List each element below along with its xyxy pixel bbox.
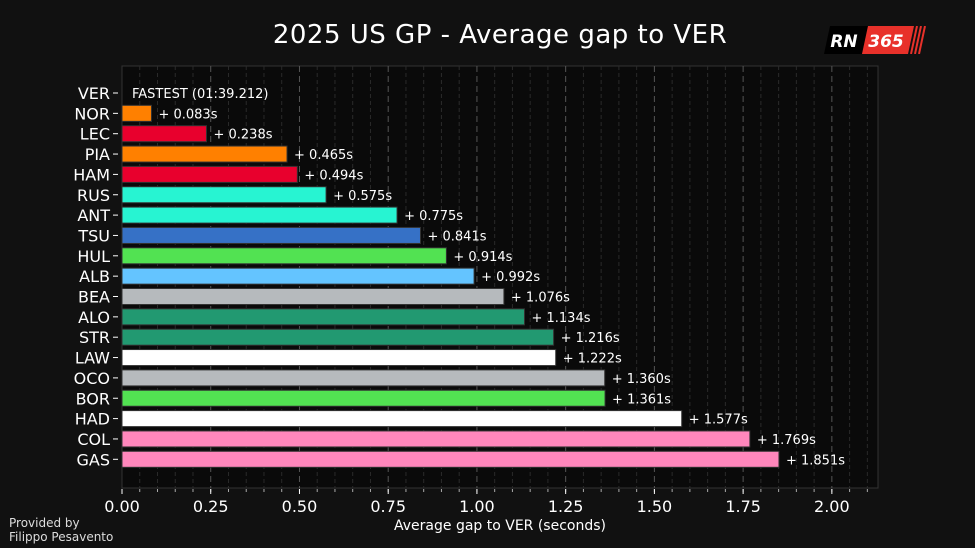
bar-hul: [122, 248, 446, 264]
bar-alb: [122, 268, 474, 284]
y-label-law: LAW: [75, 349, 110, 368]
bar-lec: [122, 126, 206, 142]
value-label-bea: + 1.076s: [511, 291, 570, 306]
x-tick-label: 1.25: [548, 497, 584, 516]
credit-line-1: Provided by: [9, 516, 113, 530]
credit-text: Provided by Filippo Pesavento: [9, 516, 113, 544]
y-label-ant: ANT: [77, 206, 110, 225]
bar-law: [122, 350, 556, 366]
bar-had: [122, 411, 682, 427]
bar-nor: [122, 105, 151, 121]
y-label-hul: HUL: [77, 247, 110, 266]
value-label-alo: + 1.134s: [531, 311, 590, 326]
y-label-ver: VER: [78, 84, 110, 103]
value-label-had: + 1.577s: [689, 413, 748, 428]
value-label-col: + 1.769s: [757, 433, 816, 448]
x-tick-label: 0.25: [193, 497, 229, 516]
bar-str: [122, 329, 554, 345]
value-label-oco: + 1.360s: [612, 372, 671, 387]
value-label-alb: + 0.992s: [481, 270, 540, 285]
bar-ham: [122, 166, 297, 182]
value-label-rus: + 0.575s: [333, 189, 392, 204]
y-label-nor: NOR: [74, 104, 110, 123]
y-label-tsu: TSU: [77, 226, 110, 245]
bar-oco: [122, 370, 605, 386]
value-label-bor: + 1.361s: [612, 392, 671, 407]
x-tick-label: 2.00: [814, 497, 850, 516]
x-axis-label: Average gap to VER (seconds): [394, 518, 606, 534]
value-label-ver: FASTEST (01:39.212): [132, 87, 268, 102]
bar-tsu: [122, 227, 420, 243]
bar-ant: [122, 207, 397, 223]
y-label-lec: LEC: [80, 125, 110, 144]
value-label-str: + 1.216s: [561, 331, 620, 346]
bar-rus: [122, 187, 326, 203]
value-label-hul: + 0.914s: [453, 250, 512, 265]
y-label-col: COL: [77, 430, 110, 449]
x-tick-label: 1.00: [459, 497, 495, 516]
value-label-law: + 1.222s: [563, 352, 622, 367]
bar-bor: [122, 390, 605, 406]
x-axis-ticks: 0.00 0.25 0.50 0.75 1.00 1.25 1.50 1.75 2.00: [104, 489, 867, 516]
y-label-pia: PIA: [85, 145, 110, 164]
x-tick-label: 1.50: [637, 497, 673, 516]
value-label-pia: + 0.465s: [294, 148, 353, 163]
y-label-ham: HAM: [73, 165, 110, 184]
credit-line-2: Filippo Pesavento: [9, 530, 113, 544]
y-label-bea: BEA: [78, 288, 110, 307]
y-label-had: HAD: [75, 410, 110, 429]
y-label-oco: OCO: [74, 369, 110, 388]
y-label-rus: RUS: [77, 186, 110, 205]
x-tick-label: 1.75: [725, 497, 761, 516]
bar-col: [122, 431, 750, 447]
value-label-nor: + 0.083s: [158, 107, 217, 122]
bar-chart: VERNOR LECPIAHAM RUSANTTSU HULALB BEAALOSTR L…: [0, 0, 975, 548]
value-label-ham: + 0.494s: [304, 168, 363, 183]
x-tick-label: 0.00: [104, 497, 140, 516]
x-tick-label: 0.75: [370, 497, 406, 516]
y-label-gas: GAS: [77, 450, 111, 469]
value-label-tsu: + 0.841s: [427, 229, 486, 244]
value-label-ant: + 0.775s: [404, 209, 463, 224]
y-label-bor: BOR: [76, 389, 110, 408]
y-label-alb: ALB: [79, 267, 110, 286]
value-label-lec: + 0.238s: [213, 128, 272, 143]
y-label-alo: ALO: [78, 308, 110, 327]
bar-bea: [122, 289, 504, 305]
y-label-str: STR: [79, 328, 110, 347]
bar-pia: [122, 146, 287, 162]
value-label-gas: + 1.851s: [786, 453, 845, 468]
x-tick-label: 0.50: [282, 497, 318, 516]
bar-gas: [122, 451, 779, 467]
y-axis-labels: VERNOR LECPIAHAM RUSANTTSU HULALB BEAALOSTR L…: [73, 84, 118, 469]
bar-alo: [122, 309, 524, 325]
